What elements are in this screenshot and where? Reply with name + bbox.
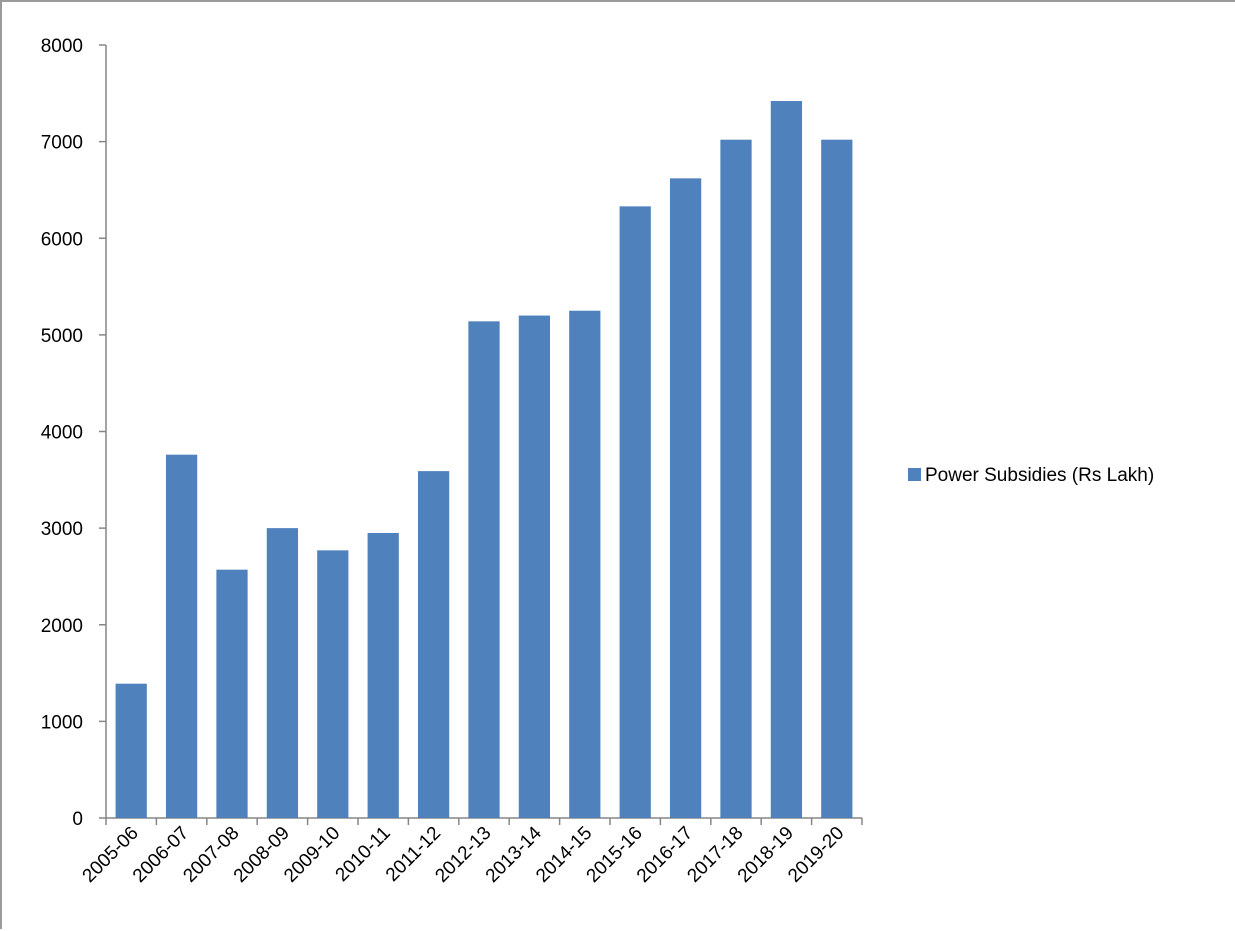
bar-2017-18 [720,139,752,818]
bar-2013-14 [518,315,551,818]
bar-2009-10 [317,550,349,818]
bar-2005-06 [115,683,147,818]
x-tick-label: 2010-11 [332,823,395,886]
y-tick-label: 1000 [41,712,83,733]
bar-2012-13 [468,321,500,818]
legend: Power Subsidies (Rs Lakh) [908,465,1154,486]
legend-swatch [908,468,921,481]
bars [115,101,853,819]
bar-2011-12 [417,471,450,818]
y-tick-label: 3000 [41,519,83,540]
bar-2007-08 [216,569,248,818]
bar-2014-15 [569,310,601,818]
y-axis: 0 1000 2000 3000 4000 5000 6000 7000 8000 [41,36,107,830]
y-tick-label: 5000 [41,326,83,347]
y-tick-label: 0 [72,809,83,830]
bar-2016-17 [669,178,702,818]
y-tick-label: 2000 [41,616,83,637]
x-tick-label: 2019-20 [784,823,848,887]
bar-2006-07 [165,454,198,818]
y-tick-label: 7000 [41,133,83,154]
bar-2008-09 [266,528,299,818]
x-tick-label: 2009-10 [280,823,344,887]
legend-label: Power Subsidies (Rs Lakh) [925,465,1154,486]
bar-2019-20 [821,139,853,818]
y-tick-label: 6000 [41,229,83,250]
y-tick-label: 4000 [41,423,83,444]
bar-2010-11 [367,532,399,818]
bar-2015-16 [619,206,651,818]
bar-2018-19 [770,101,803,819]
x-axis: 2005-062006-072007-082008-092009-102010-… [79,817,863,887]
y-tick-label: 8000 [41,36,83,57]
